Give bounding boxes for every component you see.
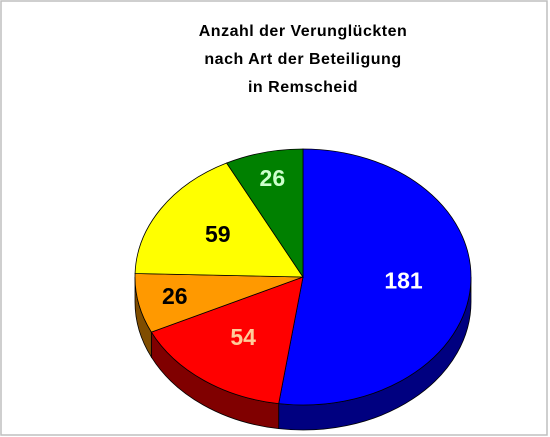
data-label: 181: [384, 268, 423, 294]
data-label: 26: [162, 283, 188, 309]
chart-title: nach Art der Beteiligung: [204, 51, 401, 68]
data-label: 26: [260, 165, 286, 191]
data-label: 59: [205, 221, 231, 247]
pie-slice: [278, 148, 472, 406]
chart-title: in Remscheid: [248, 79, 358, 96]
pie-slice: [150, 276, 304, 405]
chart-title: Anzahl der Verunglückten: [199, 23, 407, 40]
data-label: 54: [230, 324, 256, 350]
pie-slice: [134, 162, 304, 278]
pie-slice: [225, 148, 304, 279]
